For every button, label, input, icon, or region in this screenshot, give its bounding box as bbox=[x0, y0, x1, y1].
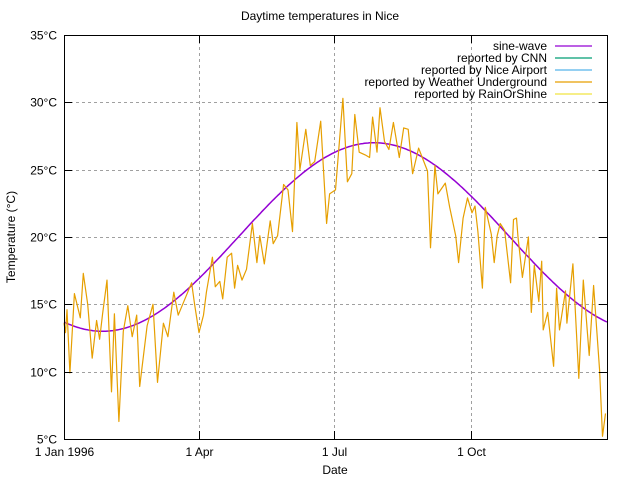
axes: 5°C 10°C 15°C 20°C 25°C 30°C 35°C 1 Jan 1996 1 A… bbox=[30, 29, 608, 459]
x-tick-label: 1 Jan 1996 bbox=[35, 445, 95, 459]
chart-title: Daytime temperatures in Nice bbox=[241, 9, 399, 23]
y-tick-label: 5°C bbox=[37, 433, 57, 447]
x-tick-label: 1 Jul bbox=[322, 445, 347, 459]
legend-label: reported by Nice Airport bbox=[421, 63, 548, 77]
legend-label: sine-wave bbox=[493, 39, 547, 53]
y-tick-label: 30°C bbox=[30, 96, 57, 110]
legend-label: reported by CNN bbox=[457, 51, 547, 65]
y-tick-label: 20°C bbox=[30, 231, 57, 245]
y-axis-label: Temperature (°C) bbox=[4, 191, 18, 283]
plot-border bbox=[64, 35, 608, 440]
series-lines bbox=[63, 97, 608, 437]
legend-label: reported by RainOrShine bbox=[414, 87, 547, 101]
x-tick-label: 1 Oct bbox=[457, 445, 486, 459]
grid bbox=[64, 35, 607, 439]
series-line-reported-by-weather-underground bbox=[63, 97, 607, 437]
legend-label: reported by Weather Underground bbox=[364, 75, 547, 89]
series-line-sine-wave bbox=[63, 141, 608, 333]
y-tick-label: 15°C bbox=[30, 298, 57, 312]
y-tick-label: 25°C bbox=[30, 164, 57, 178]
y-tick-label: 35°C bbox=[30, 29, 57, 43]
x-axis-label: Date bbox=[322, 463, 348, 477]
y-tick-label: 10°C bbox=[30, 366, 57, 380]
x-tick-label: 1 Apr bbox=[185, 445, 213, 459]
